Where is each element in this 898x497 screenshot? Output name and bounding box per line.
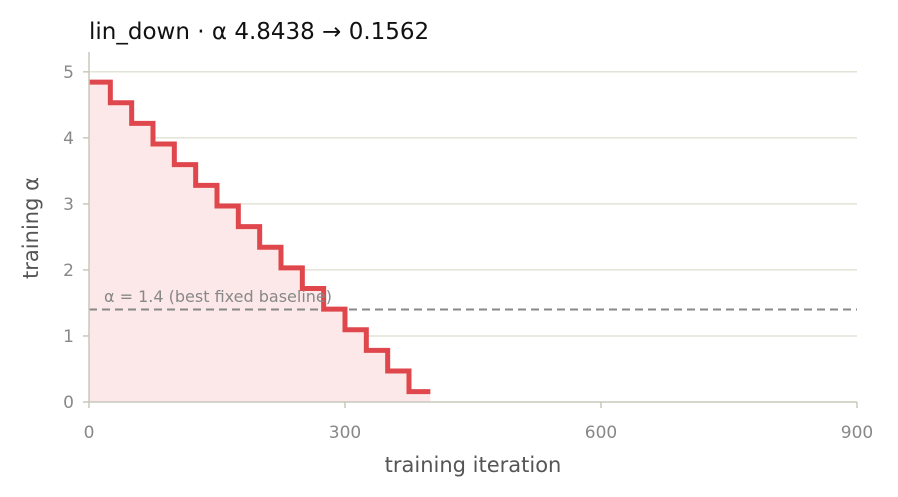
x-tick-label-0: 0 [84, 423, 95, 443]
baseline-annotation: α = 1.4 (best fixed baseline) [104, 287, 332, 306]
x-tick-label-600: 600 [585, 423, 617, 443]
y-axis-label: training α [19, 177, 43, 279]
y-tick-label-5: 5 [63, 63, 74, 83]
y-tick-label-2: 2 [63, 261, 74, 281]
x-axis-label: training iteration [385, 453, 562, 477]
chart-title: lin_down · α 4.8438 → 0.1562 [89, 19, 429, 45]
y-tick-label-3: 3 [63, 195, 74, 215]
x-tick-label-300: 300 [329, 423, 361, 443]
y-tick-label-0: 0 [63, 393, 74, 413]
x-tick-label-900: 900 [841, 423, 873, 443]
y-tick-label-4: 4 [63, 129, 74, 149]
y-tick-label-1: 1 [63, 327, 74, 347]
series-line-0 [89, 79, 431, 395]
